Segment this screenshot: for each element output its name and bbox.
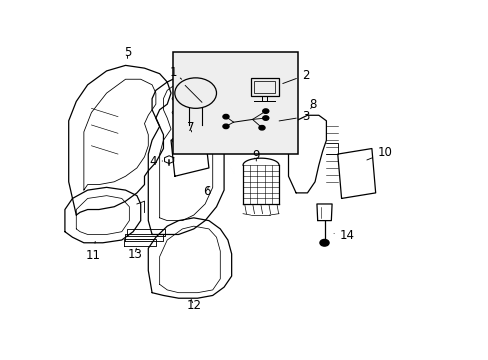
Circle shape (223, 114, 228, 119)
Text: 13: 13 (127, 248, 142, 261)
Text: 11: 11 (86, 242, 101, 262)
Circle shape (262, 109, 268, 113)
Text: 2: 2 (282, 68, 308, 84)
Text: 9: 9 (252, 149, 260, 162)
Text: 3: 3 (279, 110, 308, 123)
Bar (173, 51, 297, 154)
Bar (250, 78, 279, 96)
Text: 8: 8 (309, 98, 316, 111)
Text: 14: 14 (333, 229, 354, 242)
Text: 5: 5 (123, 46, 131, 59)
Circle shape (259, 126, 264, 130)
Text: 7: 7 (187, 121, 194, 134)
Circle shape (262, 116, 268, 120)
Text: 4: 4 (149, 154, 162, 167)
Text: 12: 12 (186, 299, 201, 312)
Bar (254, 81, 275, 93)
Circle shape (223, 124, 228, 129)
Text: 6: 6 (203, 185, 210, 198)
Text: 10: 10 (366, 146, 392, 160)
Text: 1: 1 (170, 66, 181, 79)
Circle shape (319, 239, 328, 246)
